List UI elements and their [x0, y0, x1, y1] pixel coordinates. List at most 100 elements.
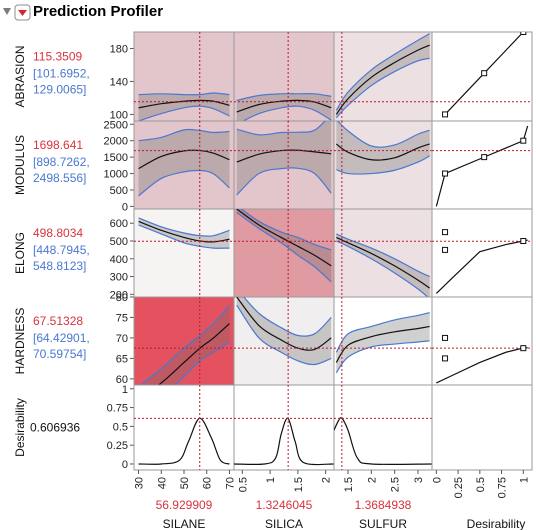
factor-label-silica: SILICA — [265, 517, 303, 530]
response-current-value: 1698.641 — [33, 138, 83, 152]
profile-cell-r1-c0[interactable] — [133, 120, 235, 210]
y-tick-label: 140 — [110, 76, 128, 88]
profile-cell-r4-c2[interactable] — [333, 384, 433, 471]
desirability-handle[interactable] — [520, 238, 527, 244]
profile-cell-r2-c1[interactable] — [233, 205, 335, 298]
confidence-upper-curve — [140, 304, 230, 385]
y-tick-label: 500 — [110, 185, 128, 197]
desirability-handle[interactable] — [442, 334, 449, 341]
desirability-handle[interactable] — [442, 170, 449, 177]
prediction-trace — [236, 149, 332, 163]
x-tick-label: 0 — [431, 477, 443, 483]
y-tick-label: 0.25 — [107, 440, 128, 452]
profile-cell-r3-c2[interactable] — [333, 296, 433, 386]
profile-cell-r2-c2[interactable] — [333, 208, 433, 299]
desirability-handle[interactable] — [520, 345, 527, 352]
desirability-handle[interactable] — [481, 70, 488, 77]
profile-cell-r0-c2[interactable] — [333, 31, 433, 122]
confidence-upper-curve — [138, 217, 230, 237]
response-current-value: 67.51328 — [33, 314, 83, 328]
profile-cell-r1-c3 — [431, 120, 533, 210]
desirability-handle[interactable] — [442, 229, 449, 236]
y-tick-label: 300 — [110, 272, 128, 284]
profile-cell-r2-c3 — [431, 208, 533, 298]
desirability-handle[interactable] — [442, 355, 449, 362]
confidence-band — [236, 209, 332, 282]
disclosure-triangle-icon[interactable] — [3, 8, 11, 15]
x-tick-label: 1 — [265, 477, 277, 483]
profile-cell-r0-c0[interactable] — [133, 31, 235, 122]
response-ci-low: [898.7262, — [33, 155, 90, 169]
profile-cell-r2-c0[interactable] — [133, 208, 235, 298]
response-ci-high: 548.8123] — [33, 259, 86, 273]
response-ci-high: 129.0065] — [33, 83, 86, 97]
response-ci-high: 70.59754] — [33, 347, 86, 361]
profile-cell-r4-c0[interactable] — [133, 384, 235, 471]
y-tick-label: 600 — [110, 218, 128, 230]
cell-plot-area — [334, 385, 432, 470]
cell-background — [233, 384, 335, 471]
x-tick-label: 1 — [518, 477, 530, 483]
cell-background — [233, 120, 335, 210]
x-tick-label: 50 — [179, 477, 191, 489]
confidence-upper-curve — [337, 121, 430, 148]
y-tick-label: 0 — [122, 201, 128, 213]
cell-background — [233, 31, 335, 122]
confidence-band — [138, 129, 230, 196]
x-tick-label: 40 — [156, 477, 168, 489]
confidence-upper-curve — [242, 297, 332, 337]
profile-cell-r1-c1[interactable] — [233, 114, 335, 210]
confidence-upper-curve — [236, 93, 332, 101]
prediction-trace — [138, 417, 230, 465]
x-tick-label: 2 — [366, 477, 378, 483]
y-tick-label: 1500 — [104, 152, 128, 164]
cell-background — [333, 296, 433, 386]
cell-plot-area — [432, 229, 532, 294]
cell-plot-area — [134, 121, 234, 209]
x-tick-label: 3 — [413, 477, 425, 483]
desirability-handle[interactable] — [442, 246, 449, 253]
cell-plot-area — [334, 209, 432, 297]
desirability-handle[interactable] — [481, 154, 488, 161]
response-label-modulus: MODULUS — [13, 135, 27, 195]
prediction-trace — [138, 149, 230, 170]
confidence-band — [336, 312, 430, 373]
x-tick-label: 0.5 — [475, 477, 487, 492]
profile-cell-r0-c1[interactable] — [233, 31, 335, 124]
factor-current-value-sulfur[interactable]: 1.3684938 — [355, 498, 412, 512]
confidence-lower-curve — [138, 105, 230, 121]
confidence-lower-curve — [138, 169, 230, 197]
confidence-lower-curve — [241, 105, 332, 121]
outline-header[interactable]: Prediction Profiler — [0, 0, 536, 26]
y-tick-label: 200 — [110, 289, 128, 301]
x-tick-label: 2.5 — [390, 477, 402, 492]
profile-cell-r4-c1[interactable] — [233, 384, 335, 471]
x-tick-label: 0.5 — [237, 477, 249, 492]
cell-background — [431, 120, 533, 210]
cell-background — [431, 296, 533, 386]
confidence-lower-curve — [236, 212, 332, 283]
factor-label-silane: SILANE — [163, 517, 206, 530]
response-ci-low: [101.6952, — [33, 67, 90, 81]
x-tick-label: 2 — [321, 477, 333, 483]
desirability-handle[interactable] — [442, 111, 449, 118]
profile-cell-r3-c3 — [431, 296, 533, 386]
profile-cell-r3-c1[interactable] — [233, 289, 335, 386]
factor-current-value-silica[interactable]: 1.3246045 — [256, 498, 313, 512]
profiler-grid: ABRASION 115.3509[101.6952,129.0065]18014… — [13, 30, 533, 530]
response-current-value: 498.8034 — [33, 226, 83, 240]
desirability-handle[interactable] — [520, 30, 527, 35]
y-tick-label: 65 — [116, 353, 128, 365]
cell-background — [133, 384, 235, 471]
confidence-lower-curve — [236, 167, 332, 196]
y-tick-label: 100 — [110, 109, 128, 121]
factor-current-value-silane[interactable]: 56.929909 — [156, 498, 213, 512]
y-tick-label: 2500 — [104, 119, 128, 131]
profile-cell-r1-c2[interactable] — [333, 119, 433, 210]
desirability-handle[interactable] — [520, 137, 527, 144]
cell-plot-area — [432, 125, 532, 207]
y-tick-label: 500 — [110, 236, 128, 248]
y-tick-label: 75 — [116, 312, 128, 324]
y-tick-label: 0.75 — [107, 403, 128, 415]
